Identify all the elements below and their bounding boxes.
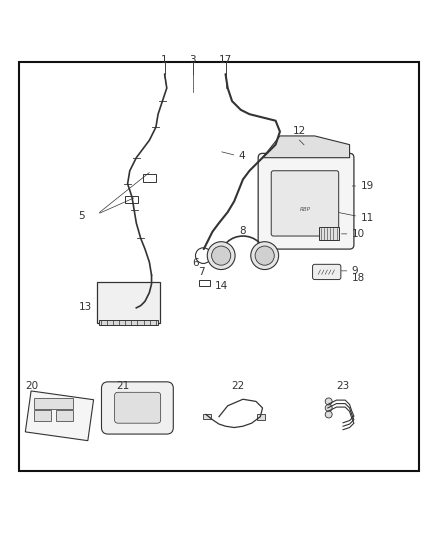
Bar	[319, 228, 339, 240]
Circle shape	[325, 411, 332, 418]
Text: 23: 23	[336, 381, 350, 391]
Text: 17: 17	[219, 55, 232, 65]
Text: RBP: RBP	[300, 207, 311, 213]
Bar	[25, 391, 94, 441]
Text: 4: 4	[239, 150, 245, 160]
FancyBboxPatch shape	[271, 171, 339, 236]
Bar	[125, 196, 138, 204]
Bar	[199, 279, 210, 286]
Circle shape	[251, 241, 279, 270]
Text: 7: 7	[198, 266, 205, 277]
Text: 10: 10	[352, 229, 365, 239]
Text: 8: 8	[240, 226, 246, 236]
Text: 6: 6	[192, 258, 198, 268]
Bar	[99, 320, 158, 325]
Circle shape	[325, 405, 332, 411]
Text: 5: 5	[78, 212, 85, 221]
FancyBboxPatch shape	[115, 392, 161, 423]
Circle shape	[212, 246, 231, 265]
Text: 19: 19	[360, 181, 374, 191]
Text: 21: 21	[117, 381, 130, 391]
Bar	[34, 410, 51, 421]
Circle shape	[325, 398, 332, 405]
FancyBboxPatch shape	[102, 382, 173, 434]
Text: 3: 3	[190, 55, 196, 65]
FancyBboxPatch shape	[258, 154, 354, 249]
Text: 12: 12	[293, 126, 306, 136]
Bar	[143, 174, 156, 182]
Text: 13: 13	[78, 302, 92, 312]
Text: 11: 11	[360, 213, 374, 223]
Bar	[56, 410, 73, 421]
Bar	[257, 415, 265, 419]
Text: 18: 18	[352, 273, 365, 283]
Text: 14: 14	[215, 281, 228, 291]
Text: 1: 1	[161, 55, 168, 65]
Text: 20: 20	[25, 381, 39, 391]
Bar	[97, 282, 160, 323]
Circle shape	[207, 241, 235, 270]
FancyBboxPatch shape	[313, 264, 341, 279]
Text: 9: 9	[352, 266, 358, 276]
Circle shape	[255, 246, 274, 265]
Text: 22: 22	[231, 381, 244, 391]
Bar	[34, 398, 73, 409]
Bar	[203, 414, 211, 419]
Polygon shape	[262, 136, 350, 158]
